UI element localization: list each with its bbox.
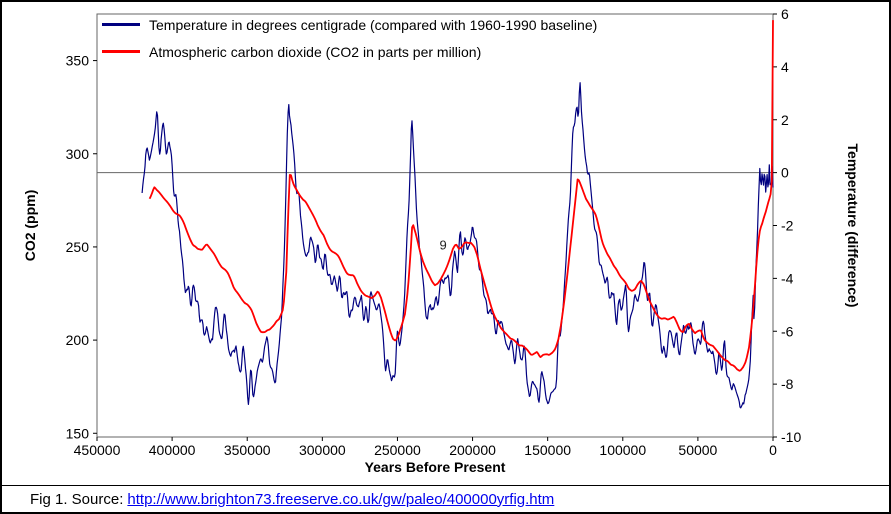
svg-text:350000: 350000 bbox=[224, 442, 271, 458]
svg-text:450000: 450000 bbox=[74, 442, 121, 458]
svg-text:-8: -8 bbox=[781, 376, 794, 392]
source-link[interactable]: http://www.brighton73.freeserve.co.uk/gw… bbox=[127, 490, 555, 508]
svg-text:0: 0 bbox=[781, 165, 789, 181]
svg-text:150000: 150000 bbox=[524, 442, 571, 458]
legend-item-co2: Atmospheric carbon dioxide (CO2 in parts… bbox=[102, 38, 597, 65]
svg-text:300000: 300000 bbox=[299, 442, 346, 458]
svg-text:-10: -10 bbox=[781, 429, 801, 445]
svg-text:250000: 250000 bbox=[374, 442, 421, 458]
svg-text:150: 150 bbox=[66, 425, 90, 441]
legend-label-co2: Atmospheric carbon dioxide (CO2 in parts… bbox=[149, 43, 482, 60]
svg-text:400000: 400000 bbox=[149, 442, 196, 458]
svg-text:-6: -6 bbox=[781, 323, 794, 339]
svg-text:-2: -2 bbox=[781, 218, 794, 234]
svg-text:300: 300 bbox=[66, 146, 90, 162]
chart-area: 450000 400000 350000 300000 250000 200000 1500… bbox=[2, 2, 889, 485]
svg-text:6: 6 bbox=[781, 6, 789, 22]
svg-text:200000: 200000 bbox=[449, 442, 496, 458]
svg-text:50000: 50000 bbox=[678, 442, 717, 458]
chart-legend: Temperature in degrees centigrade (compa… bbox=[102, 11, 597, 65]
svg-text:0: 0 bbox=[769, 442, 777, 458]
svg-text:-4: -4 bbox=[781, 270, 794, 286]
svg-text:2: 2 bbox=[781, 112, 789, 128]
svg-text:9: 9 bbox=[440, 237, 447, 252]
svg-text:4: 4 bbox=[781, 59, 789, 75]
svg-text:CO2 (ppm): CO2 (ppm) bbox=[22, 190, 38, 262]
svg-text:350: 350 bbox=[66, 53, 90, 69]
svg-text:250: 250 bbox=[66, 239, 90, 255]
figure-caption: Fig 1. Source: http://www.brighton73.fre… bbox=[2, 485, 889, 512]
legend-label-temperature: Temperature in degrees centigrade (compa… bbox=[149, 16, 598, 33]
legend-item-temperature: Temperature in degrees centigrade (compa… bbox=[102, 11, 597, 38]
svg-text:Years Before Present: Years Before Present bbox=[365, 459, 506, 475]
co2-line-swatch bbox=[102, 50, 140, 53]
temperature-line-swatch bbox=[102, 23, 140, 26]
svg-text:Temperature (difference): Temperature (difference) bbox=[845, 144, 861, 308]
svg-text:200: 200 bbox=[66, 332, 90, 348]
climate-chart: 450000 400000 350000 300000 250000 200000 1500… bbox=[22, 6, 861, 475]
caption-text: Fig 1. Source: bbox=[30, 490, 124, 508]
svg-text:100000: 100000 bbox=[599, 442, 646, 458]
